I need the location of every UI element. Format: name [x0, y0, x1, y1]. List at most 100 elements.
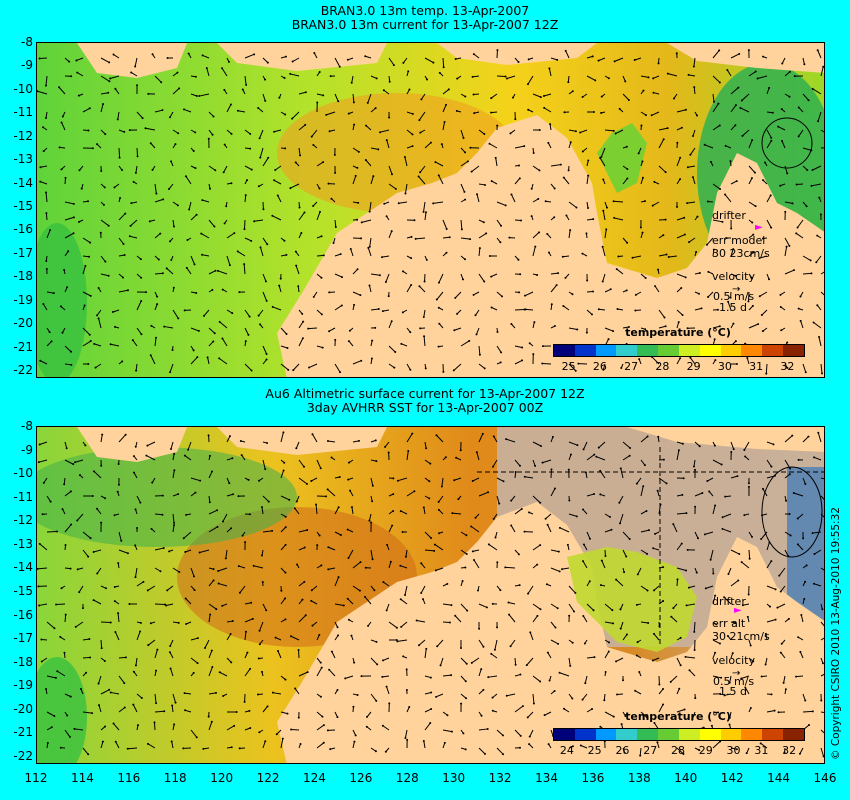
bottom-title-line1: Au6 Altimetric surface current for 13-Ap…: [265, 386, 585, 401]
top-title-line2: BRAN3.0 13m current for 13-Apr-2007 12Z: [291, 17, 559, 32]
colorbar-segment: [699, 729, 721, 740]
x-tick-label: 126: [349, 771, 373, 785]
colorbar-segment: [741, 345, 763, 356]
colorbar-segment: [678, 345, 700, 356]
colorbar-tick-label: 32: [782, 744, 797, 757]
colorbar-tick-label: 29: [698, 744, 713, 757]
x-tick-label: 114: [70, 771, 94, 785]
png-land: [667, 43, 824, 73]
y-tick-label: -10: [13, 466, 33, 481]
colorbar-segment: [554, 729, 575, 740]
y-tick-label: -14: [13, 560, 33, 575]
colorbar-segment: [595, 345, 617, 356]
velocity-arrow-icon: →: [732, 668, 741, 679]
australia-land: [277, 502, 824, 763]
x-tick-label: 136: [581, 771, 605, 785]
colorbar-tick-label: 25: [587, 744, 602, 757]
indonesia-land: [77, 427, 187, 462]
y-tick-label: -15: [13, 584, 33, 598]
x-tick-label: 146: [813, 771, 837, 785]
x-tick-label: 118: [163, 771, 187, 785]
y-tick-label: -15: [13, 199, 33, 213]
y-tick-label: -20: [13, 316, 33, 331]
colorbar-segment: [658, 345, 679, 356]
colorbar-segment: [699, 345, 721, 356]
y-tick-label: -22: [13, 363, 33, 377]
y-tick-label: -16: [13, 222, 33, 237]
top-colorbar: [553, 344, 805, 357]
y-tick-label: -18: [13, 269, 33, 284]
colorbar-segment: [616, 729, 638, 740]
x-tick-label: 112: [24, 771, 48, 785]
bottom-title-line2: 3day AVHRR SST for 13-Apr-2007 00Z: [306, 400, 544, 415]
colorbar-segment: [595, 729, 617, 740]
bottom-map-panel: drifter ► err alt 30 21cm/s velocity → 0…: [36, 426, 825, 764]
x-tick-label: 124: [303, 771, 326, 785]
colorbar-segment: [574, 345, 596, 356]
colorbar-tick-label: 27: [643, 744, 658, 757]
x-tick-label: 128: [395, 771, 419, 785]
bottom-velocity-time: 1.5 d: [719, 685, 747, 698]
top-velocity-label: velocity: [712, 270, 755, 283]
y-tick-label: -21: [13, 339, 33, 354]
x-tick-label: 140: [674, 771, 698, 785]
bottom-err-label: err alt: [712, 617, 746, 630]
png-land: [627, 427, 824, 452]
colorbar-segment: [720, 729, 742, 740]
y-tick-label: -20: [13, 701, 33, 716]
top-title-line1: BRAN3.0 13m temp. 13-Apr-2007: [320, 3, 530, 18]
x-tick-label: 134: [535, 771, 558, 785]
australia-land: [277, 115, 824, 377]
colorbar-segment: [678, 729, 700, 740]
bottom-colorbar: [553, 728, 805, 741]
colorbar-tick-label: 25: [561, 360, 576, 373]
y-tick-label: -8: [21, 35, 33, 49]
x-tick-label: 144: [767, 771, 791, 785]
current-vectors: [37, 431, 824, 758]
y-tick-label: -8: [21, 419, 33, 433]
y-tick-label: -10: [13, 81, 33, 96]
top-map-panel: drifter ► err model 30 23cm/s velocity →…: [36, 42, 825, 378]
bottom-velocity-label: velocity: [712, 654, 755, 667]
colorbar-segment: [762, 345, 784, 356]
colorbar-segment: [783, 729, 804, 740]
colorbar-segment: [637, 345, 659, 356]
top-drifter-label: drifter: [712, 209, 746, 222]
y-tick-label: -16: [13, 607, 33, 622]
y-tick-label: -17: [13, 631, 33, 646]
y-tick-label: -11: [13, 105, 33, 120]
top-err-value: 30 23cm/s: [712, 247, 770, 260]
colorbar-tick-label: 24: [559, 744, 574, 757]
y-tick-label: -19: [13, 292, 33, 307]
colorbar-tick-label: 30: [717, 360, 732, 373]
velocity-arrow-icon: →: [732, 284, 741, 295]
top-colorbar-title: temperature (°C): [625, 326, 731, 339]
indonesia-land: [77, 43, 187, 78]
y-tick-label: -14: [13, 175, 33, 190]
x-tick-label: 122: [256, 771, 280, 785]
colorbar-segment: [554, 345, 575, 356]
bottom-colorbar-title: temperature (°C): [625, 710, 731, 723]
colorbar-segment: [741, 729, 763, 740]
colorbar-tick-label: 27: [624, 360, 639, 373]
y-tick-label: -9: [21, 442, 33, 457]
colorbar-tick-label: 31: [749, 360, 764, 373]
x-tick-label: 116: [117, 771, 141, 785]
colorbar-tick-label: 29: [686, 360, 701, 373]
y-tick-label: -18: [13, 654, 33, 669]
top-err-label: err model: [712, 234, 766, 247]
top-map-svg: [37, 43, 824, 377]
copyright-text: © Copyright CSIRO 2010 13-Aug-2010 19:55…: [830, 507, 842, 760]
y-tick-label: -12: [13, 128, 33, 143]
x-tick-label: 130: [442, 771, 466, 785]
x-tick-label: 138: [627, 771, 651, 785]
colorbar-tick-label: 31: [754, 744, 769, 757]
x-tick-label: 132: [488, 771, 512, 785]
colorbar-segment: [616, 345, 638, 356]
drifter-icon: ►: [734, 605, 742, 616]
colorbar-tick-label: 28: [671, 744, 685, 757]
colorbar-tick-label: 30: [726, 744, 741, 757]
bottom-err-value: 30 21cm/s: [712, 630, 770, 643]
colorbar-tick-label: 32: [780, 360, 795, 373]
x-tick-label: 142: [720, 771, 744, 785]
